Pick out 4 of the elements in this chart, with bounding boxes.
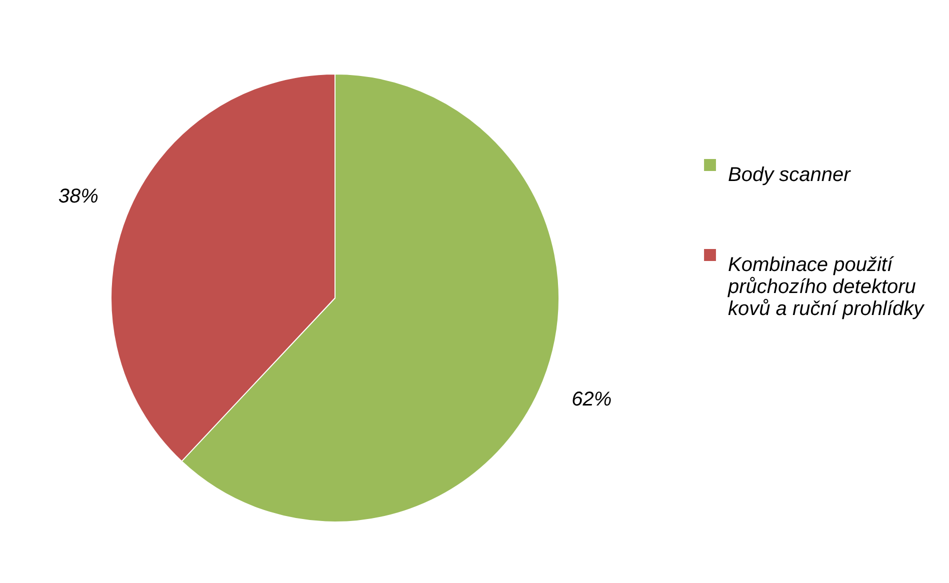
legend-label: Kombinace použití průchozího detektoru kovů a ruční prohlídky bbox=[727, 254, 925, 320]
legend-label: Body scanner bbox=[728, 164, 852, 186]
data-label: 38% bbox=[58, 185, 98, 208]
data-label: 62% bbox=[572, 388, 612, 411]
